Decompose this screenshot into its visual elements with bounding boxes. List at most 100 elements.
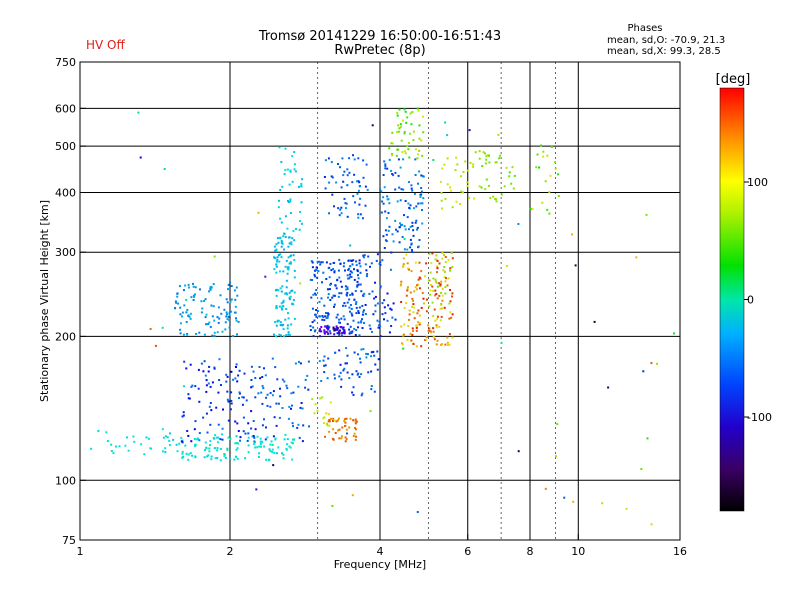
data-point [361,392,364,395]
chart-title-line1: Tromsø 20141229 16:50:00-16:51:43 [258,29,501,44]
data-point [318,300,321,303]
data-point [165,435,167,438]
data-point [208,447,211,450]
data-point [342,326,345,329]
data-point [252,435,255,437]
data-point [440,303,443,306]
data-point [313,412,316,415]
data-point [440,291,443,294]
data-point [204,441,207,444]
data-point [239,439,241,442]
data-point [242,396,245,399]
data-point [293,151,296,154]
data-point [311,266,314,269]
data-point [337,269,340,272]
data-point [383,247,386,249]
data-point [284,236,287,238]
data-point [235,448,238,451]
data-point [227,283,230,286]
data-point [250,365,253,368]
data-point [412,330,415,332]
data-point [357,157,360,160]
data-point [185,311,188,314]
data-point [443,266,446,268]
data-point [298,436,301,439]
data-point [236,380,239,383]
data-point [277,402,280,405]
data-point [431,285,434,288]
data-point [328,212,330,215]
data-point [253,436,256,439]
data-point [466,181,469,184]
data-point [196,437,199,440]
data-point [174,307,177,310]
data-point [408,313,411,316]
data-point [529,207,532,210]
data-point [323,355,326,358]
data-point [391,153,393,156]
data-point [646,437,649,440]
data-point [227,400,230,403]
data-point [166,436,169,439]
x-tick-label: 16 [673,545,687,558]
data-point [441,294,444,297]
data-point [440,199,443,202]
data-point [219,459,222,462]
data-point [439,307,442,310]
data-point [388,147,391,150]
data-point [348,267,350,270]
data-point [378,262,381,265]
data-point [400,126,402,129]
data-point [286,443,289,446]
data-point [451,257,454,260]
data-point [217,441,219,444]
data-point [289,212,292,214]
data-point [354,420,357,423]
data-point [210,285,213,288]
data-point [326,424,329,427]
data-point [328,419,331,421]
data-point [208,290,210,293]
data-point [376,368,379,371]
data-point [326,315,329,317]
data-point [181,415,184,418]
data-point [300,402,303,404]
y-tick-label: 75 [62,534,76,547]
data-point [327,357,330,360]
data-point [332,294,335,297]
data-point [409,291,412,294]
data-point [181,450,184,453]
data-point [218,317,221,320]
data-point [424,275,426,278]
data-point [441,167,444,170]
data-point [435,281,438,284]
data-point [346,174,349,177]
data-point [328,325,331,328]
data-point [332,428,335,431]
data-point [409,112,412,115]
data-point [289,198,292,201]
data-point [226,375,229,378]
data-point [421,292,424,294]
data-point [283,380,286,383]
data-point [335,287,338,290]
data-point [517,223,520,225]
data-point [428,305,431,308]
data-point [261,385,264,387]
data-point [384,312,387,315]
data-point [320,297,323,300]
data-point [472,165,474,168]
data-point [422,131,425,134]
data-point [274,257,277,260]
data-point [164,447,167,450]
data-point [194,445,197,448]
data-point [422,297,425,300]
data-point [182,455,185,458]
data-point [234,442,237,445]
data-point [257,211,260,214]
data-point [444,292,447,295]
data-point [417,309,420,312]
data-point [403,214,405,217]
data-point [336,419,339,422]
data-point [302,424,305,427]
